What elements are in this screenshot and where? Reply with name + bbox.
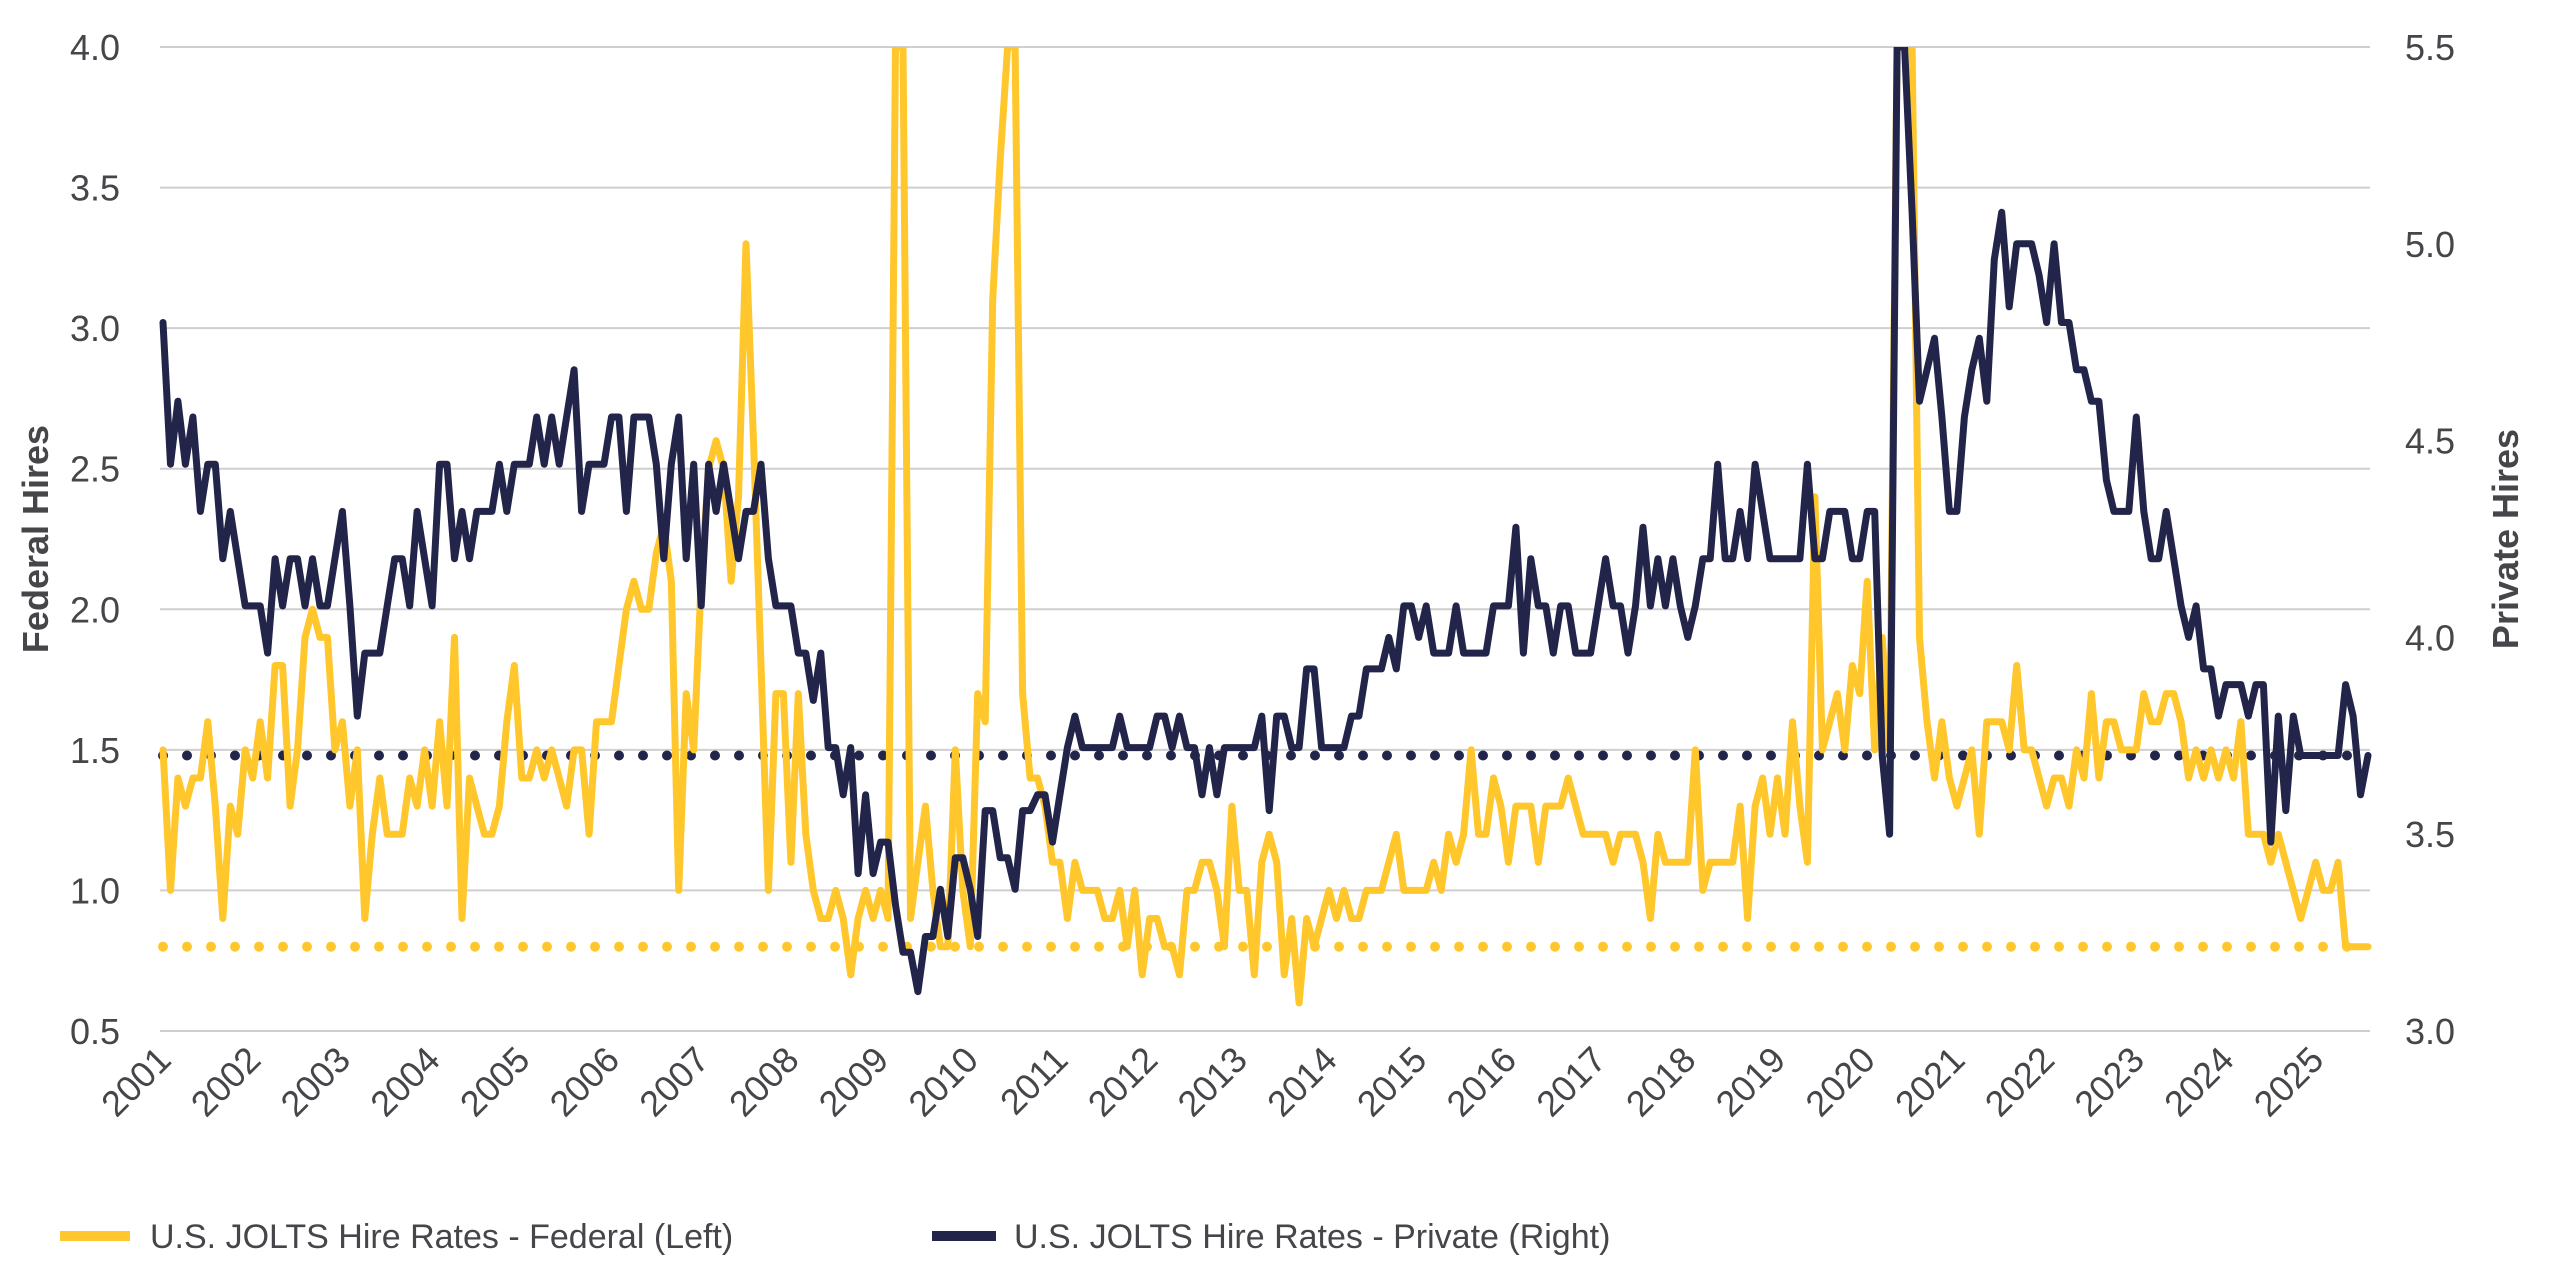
right-tick-label: 4.5: [2405, 421, 2455, 462]
left-tick-label: 2.0: [70, 589, 120, 630]
legend-item-federal[interactable]: U.S. JOLTS Hire Rates - Federal (Left): [60, 1218, 733, 1256]
x-tick-label: 2017: [1528, 1039, 1614, 1125]
x-tick-label: 2013: [1169, 1039, 1255, 1125]
left-axis-tick-labels: 0.5 1.0 1.5 2.0 2.5 3.0 3.5 4.0: [70, 27, 120, 1052]
x-tick-label: 2025: [2246, 1039, 2332, 1125]
gridlines: [160, 46, 2370, 1032]
x-tick-label: 2006: [542, 1039, 628, 1125]
x-tick-label: 2005: [452, 1039, 538, 1125]
right-axis-title: Private Hires: [2485, 429, 2526, 649]
left-tick-label: 2.5: [70, 449, 120, 490]
left-tick-label: 3.5: [70, 168, 120, 209]
x-tick-label: 2014: [1259, 1039, 1345, 1125]
x-tick-label: 2003: [272, 1039, 358, 1125]
right-tick-label: 3.0: [2405, 1011, 2455, 1052]
x-tick-label: 2020: [1797, 1039, 1883, 1125]
x-tick-label: 2007: [631, 1039, 717, 1125]
right-tick-label: 4.0: [2405, 617, 2455, 658]
legend-label-federal: U.S. JOLTS Hire Rates - Federal (Left): [150, 1218, 733, 1256]
x-tick-label: 2008: [721, 1039, 807, 1125]
right-tick-label: 5.0: [2405, 224, 2455, 265]
left-axis-title: Federal Hires: [15, 425, 56, 653]
x-tick-label: 2011: [992, 1039, 1076, 1123]
legend: U.S. JOLTS Hire Rates - Federal (Left) U…: [60, 1218, 1610, 1256]
x-tick-label: 2012: [1080, 1039, 1166, 1125]
x-tick-label: 2015: [1349, 1039, 1435, 1125]
x-tick-label: 2010: [900, 1039, 986, 1125]
left-tick-label: 1.0: [70, 870, 120, 911]
legend-label-private: U.S. JOLTS Hire Rates - Private (Right): [1014, 1218, 1610, 1256]
x-tick-label: 2019: [1708, 1039, 1794, 1125]
left-tick-label: 1.5: [70, 730, 120, 771]
left-tick-label: 3.0: [70, 308, 120, 349]
left-tick-label: 4.0: [70, 27, 120, 68]
legend-item-private[interactable]: U.S. JOLTS Hire Rates - Private (Right): [932, 1218, 1610, 1256]
x-axis-tick-labels: 2001 2002 2003 2004 2005 2006 2007 2008 2009 2010…: [93, 1039, 2331, 1125]
x-tick-label: 2016: [1438, 1039, 1524, 1125]
x-tick-label: 2021: [1887, 1039, 1973, 1125]
x-tick-label: 2023: [2066, 1039, 2152, 1125]
right-axis-tick-labels: 3.0 3.5 4.0 4.5 5.0 5.5: [2405, 27, 2455, 1052]
right-tick-label: 3.5: [2405, 814, 2455, 855]
series-lines: [159, 47, 2372, 1007]
x-tick-label: 2009: [811, 1039, 897, 1125]
x-tick-label: 2004: [362, 1039, 448, 1125]
right-tick-label: 5.5: [2405, 27, 2455, 68]
x-tick-label: 2002: [183, 1039, 269, 1125]
x-tick-label: 2018: [1618, 1039, 1704, 1125]
x-tick-label: 2022: [1977, 1039, 2063, 1125]
series-line-federal: [159, 47, 2372, 1007]
left-tick-label: 0.5: [70, 1011, 120, 1052]
series-line-private: [159, 47, 2372, 996]
x-tick-label: 2024: [2156, 1039, 2242, 1125]
